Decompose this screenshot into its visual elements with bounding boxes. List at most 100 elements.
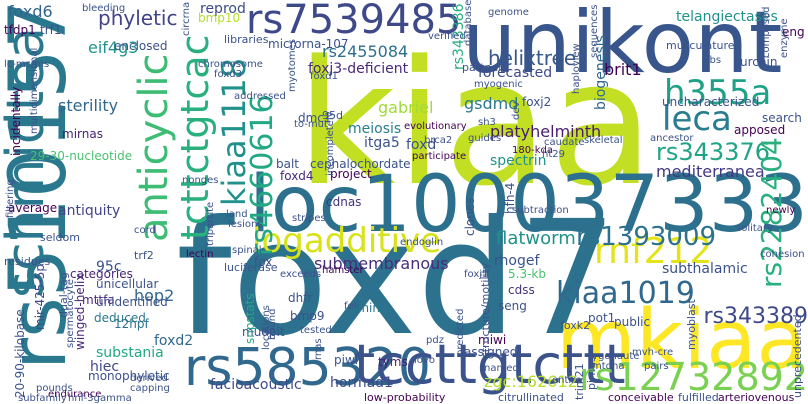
cloud-word: tfdp1: [4, 23, 36, 37]
cloud-word: foxj3-deficient: [308, 61, 409, 77]
cloud-word: locations: [261, 305, 272, 350]
cloud-word: 95c: [96, 259, 122, 275]
cloud-word: substania: [96, 345, 164, 361]
cloud-word: evolutionary: [404, 121, 467, 132]
cloud-word: foxd2: [154, 333, 194, 349]
cloud-word: cohesion: [760, 249, 805, 260]
cloud-word: incidentally: [9, 86, 23, 156]
cloud-word: unidentified: [96, 295, 168, 309]
cloud-word: gabriel: [378, 98, 434, 117]
cloud-word: exceeds: [280, 269, 322, 280]
cloud-word: 95d: [322, 109, 343, 122]
cloud-word: endurance: [48, 389, 102, 400]
cloud-word: guides: [468, 133, 502, 144]
cloud-word: participate: [412, 151, 467, 162]
cloud-word: predicted: [455, 308, 466, 356]
cloud-word: anticyclic: [131, 53, 177, 242]
cloud-word: hop2: [134, 286, 175, 305]
cloud-word: gsdmd: [464, 94, 519, 113]
cloud-word: telangiectases: [676, 9, 778, 25]
cloud-word: lesions: [228, 219, 263, 230]
cloud-word: foxk2: [560, 319, 591, 332]
cloud-word: mirnas: [62, 127, 103, 141]
cloud-word: myoblast: [685, 299, 698, 350]
cloud-word: balt: [276, 157, 300, 171]
cloud-word: antiquity: [58, 203, 121, 219]
cloud-word: loc100037333: [249, 160, 808, 250]
cloud-word: eif4g3: [88, 38, 139, 57]
cloud-word: ancestor: [650, 133, 694, 144]
cloud-word: chromosome: [198, 59, 263, 70]
cloud-word: unicellular: [96, 277, 159, 291]
cloud-word: skeletal: [584, 135, 623, 146]
cloud-word: land: [226, 209, 248, 220]
cloud-word: hiec: [90, 359, 120, 375]
cloud-word: arteriovenous: [718, 391, 795, 404]
cloud-word: musculature: [666, 39, 735, 52]
cloud-word: 5.3-kb: [508, 267, 546, 281]
cloud-word: foxd3: [214, 69, 242, 80]
cloud-word: spermatocyte: [65, 278, 76, 348]
cloud-word: foxd4: [280, 169, 314, 183]
cloud-word: mkiaa: [556, 293, 807, 388]
cloud-word: lectin: [186, 249, 214, 260]
cloud-word: residues: [4, 255, 51, 268]
cloud-word: cdnas: [326, 195, 362, 209]
cloud-word: amino: [350, 301, 388, 315]
cloud-word: solitary: [736, 223, 773, 234]
cloud-word: newly: [766, 205, 796, 216]
cloud-word: dev: [511, 101, 522, 120]
cloud-word: mir-425-5p: [33, 263, 47, 330]
cloud-word: named: [484, 363, 519, 374]
cloud-word: rs1393009: [576, 222, 717, 252]
cloud-word: categories: [70, 267, 133, 281]
cloud-word: caudate: [544, 137, 585, 148]
cloud-word: structure/motility: [479, 262, 492, 358]
cloud-word: rs12732892: [579, 355, 808, 399]
cloud-word: circrna: [181, 1, 192, 36]
cloud-word: leca: [662, 99, 732, 139]
cloud-word: composed: [761, 6, 772, 58]
cloud-word: snpstats: [243, 293, 257, 344]
cloud-word: seng: [498, 299, 527, 313]
cloud-word: project: [330, 167, 372, 181]
cloud-word: enzyme: [779, 18, 790, 58]
cloud-word: 29-30-nucleotide: [30, 149, 133, 163]
cloud-word: fbs: [706, 55, 722, 66]
cloud-word: assigned: [464, 345, 518, 359]
cloud-word: dhfr: [288, 291, 313, 305]
cloud-word: kiaa: [296, 23, 655, 224]
cloud-word: platyhelminth: [490, 122, 602, 141]
cloud-word: 12hpf: [114, 317, 149, 331]
cloud-word: rhogef: [494, 253, 540, 269]
cloud-word: foxd6: [8, 2, 53, 21]
cloud-word: pairs: [644, 361, 669, 372]
cloud-word: mttfa: [82, 293, 115, 307]
cloud-word: brit1: [604, 60, 642, 79]
cloud-word: fox: [254, 255, 273, 269]
cloud-word: lc-ms/ms: [4, 59, 50, 70]
cloud-word: database: [463, 0, 474, 47]
cloud-word: rs343376: [656, 138, 770, 166]
cloud-word: uncharacterized: [662, 95, 760, 109]
cloud-word: spinal: [232, 245, 262, 256]
cloud-word: subfamily: [18, 393, 67, 404]
cloud-word: helixtree: [488, 46, 577, 70]
cloud-word: subtraction: [512, 205, 569, 216]
cloud-word: myogenic: [474, 79, 523, 90]
cloud-word: trf2: [134, 249, 154, 262]
cloud-word: partners: [462, 61, 509, 74]
cloud-word: foxj2: [522, 95, 552, 109]
cloud-word: zgc:162612: [484, 372, 578, 391]
cloud-word: monophyletic: [88, 369, 170, 383]
cloud-word: forecasted: [478, 65, 553, 81]
cloud-word: kiaa1019: [556, 276, 695, 311]
cloud-word: microrna-107: [268, 37, 349, 51]
cloud-word: tyms: [378, 355, 408, 369]
cloud-word: public: [614, 315, 651, 329]
cloud-word: luciferase: [224, 261, 278, 274]
cloud-word: filtering: [5, 179, 16, 218]
cloud-word: haploview: [571, 43, 582, 94]
cloud-word: unikont: [462, 0, 783, 93]
cloud-word: hamster: [322, 265, 364, 276]
